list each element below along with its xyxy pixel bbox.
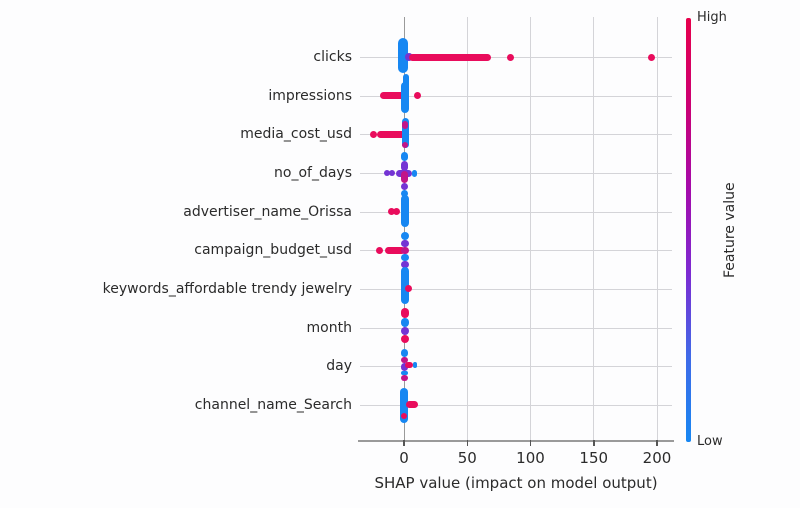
feature-label: advertiser_name_Orissa (183, 203, 352, 220)
colorbar-axis-label: Feature value (722, 182, 738, 278)
feature-label: no_of_days (274, 165, 352, 181)
shap-point-vcap (400, 371, 408, 376)
gridline-horizontal (360, 405, 672, 407)
feature-label: campaign_budget_usd (194, 242, 352, 259)
shap-point-vcap (400, 171, 408, 183)
shap-point-dot (648, 53, 656, 61)
shap-point-vcap (402, 74, 409, 88)
shap-point-vcap (400, 357, 408, 364)
shap-point-hcap (377, 130, 405, 138)
shap-point-vcap (400, 307, 409, 318)
shap-point-vcap (402, 121, 408, 130)
x-tick-mark (656, 440, 658, 446)
shap-point-vcap (400, 232, 409, 241)
feature-label: impressions (268, 87, 352, 104)
shap-point-hcap (413, 362, 418, 369)
gridline-horizontal (360, 366, 672, 368)
shap-point-vcap (400, 317, 409, 327)
x-tick-label: 200 (642, 449, 672, 467)
shap-point-vcap (397, 38, 408, 73)
shap-point-dot (506, 53, 514, 61)
shap-point-dot (376, 246, 384, 254)
colorbar-high-label: High (697, 10, 727, 25)
x-axis-title: SHAP value (impact on model output) (374, 474, 658, 492)
colorbar-low-label: Low (697, 434, 723, 449)
x-tick-mark (466, 440, 468, 446)
shap-point-vcap (400, 183, 408, 190)
shap-point-vcap (400, 152, 408, 161)
gridline-horizontal (360, 95, 672, 97)
shap-point-dot (401, 413, 408, 420)
feature-label: channel_name_Search (194, 397, 352, 414)
shap-point-dot (402, 142, 408, 149)
shap-point-dot (413, 92, 421, 100)
shap-point-hcap (412, 169, 418, 177)
shap-point-vcap (400, 334, 409, 343)
gridline-horizontal (360, 57, 672, 58)
shap-point-dot (388, 208, 396, 216)
gridline-horizontal (360, 327, 672, 329)
shap-point-vcap (400, 388, 409, 424)
shap-point-hcap (385, 246, 405, 254)
feature-label: keywords_affordable trendy jewelry (102, 281, 352, 298)
feature-label: day (326, 358, 352, 375)
shap-point-vcap (400, 375, 408, 382)
gridline-vertical (466, 17, 468, 440)
shap-point-dot (392, 208, 400, 216)
shap-point-vcap (400, 161, 408, 171)
shap-point-vcap (400, 349, 408, 358)
gridline-horizontal (360, 134, 672, 136)
x-tick-mark (593, 440, 595, 446)
shap-point-vcap (401, 118, 409, 149)
gridline-horizontal (360, 289, 672, 291)
gridline-vertical (593, 17, 595, 440)
x-tick-label: 0 (399, 449, 409, 467)
gridline-horizontal (360, 173, 672, 174)
shap-point-vcap (401, 81, 409, 113)
shap-point-vcap (400, 326, 409, 335)
shap-point-vcap (400, 267, 409, 305)
x-tick-mark (403, 440, 405, 446)
x-tick-label: 50 (457, 449, 477, 467)
shap-point-hcap (405, 362, 414, 369)
shap-point-dot (388, 170, 395, 176)
shap-point-vcap (400, 240, 409, 248)
feature-label: month (306, 319, 352, 336)
shap-point-hcap (379, 92, 405, 100)
shap-point-vcap (400, 194, 409, 227)
shap-point-hcap (409, 53, 492, 61)
gridline-horizontal (360, 211, 672, 213)
shap-point-hcap (405, 400, 418, 408)
gridline-horizontal (360, 250, 672, 252)
x-tick-label: 150 (579, 449, 609, 467)
shap-point-dot (404, 284, 412, 292)
colorbar-gradient (686, 18, 691, 442)
shap-point-vcap (400, 190, 408, 197)
shap-point-dot (383, 170, 390, 176)
gridline-vertical (530, 17, 531, 440)
feature-label: clicks (313, 49, 352, 65)
x-tick-label: 100 (516, 449, 545, 467)
shap-point-vcap (400, 247, 409, 255)
shap-point-vcap (400, 261, 409, 269)
gridline-vertical (403, 17, 405, 440)
x-tick-mark (529, 440, 532, 446)
gridline-vertical (656, 17, 658, 440)
x-axis-line (358, 440, 674, 442)
shap-point-dot (369, 130, 377, 138)
shap-point-vcap (400, 254, 409, 262)
shap-point-vcap (400, 363, 408, 372)
feature-label: media_cost_usd (240, 126, 352, 143)
